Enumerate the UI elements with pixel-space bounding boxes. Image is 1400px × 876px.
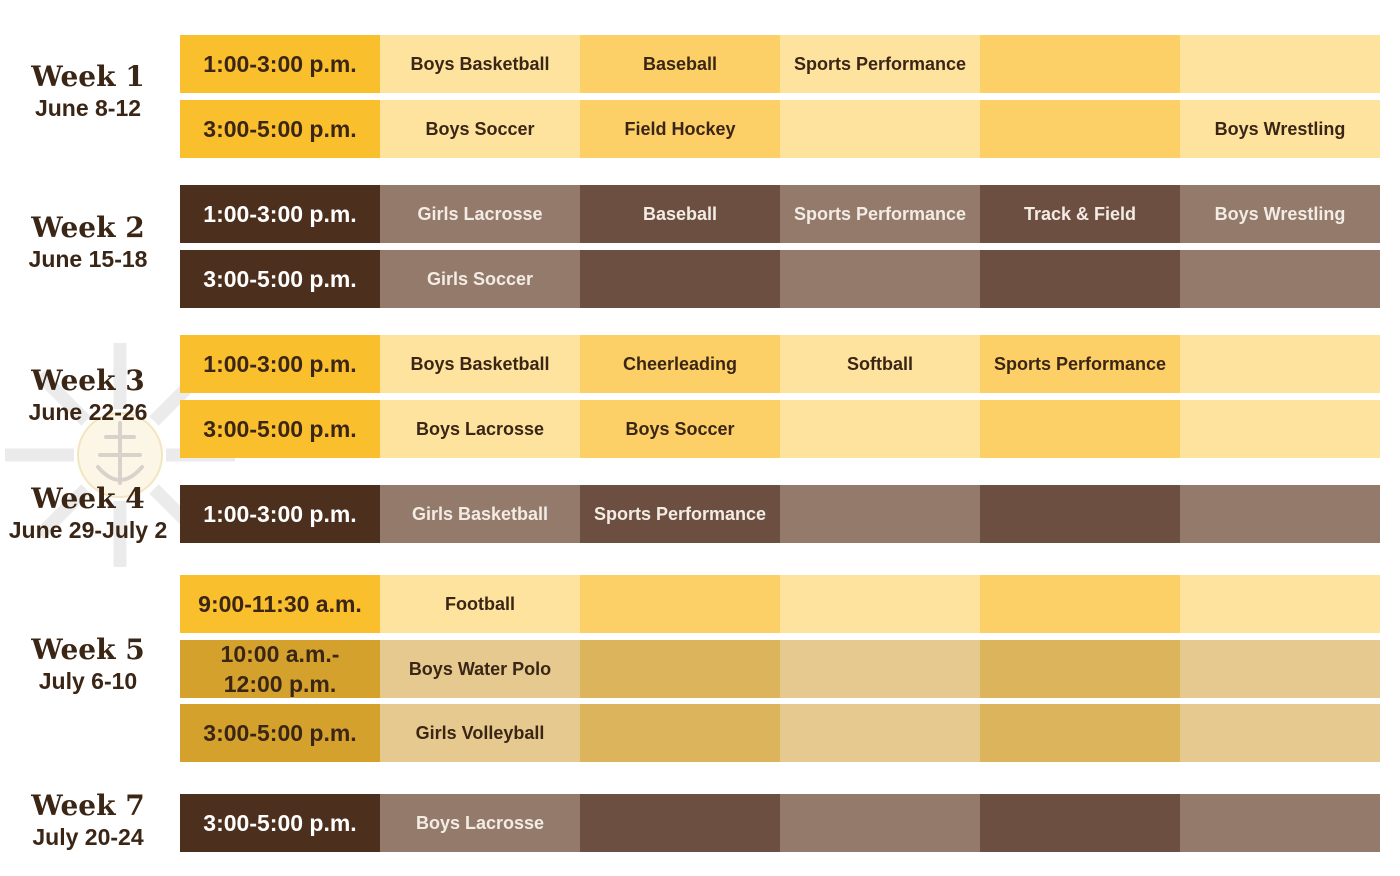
week-dates: June 22-26 [28, 399, 148, 425]
sport-cell-baseball: Baseball [580, 35, 780, 93]
sport-cell-cheerleading: Cheerleading [580, 335, 780, 393]
time-slot-cell: 3:00-5:00 p.m. [180, 794, 380, 852]
empty-cell [980, 400, 1180, 458]
schedule-row: 1:00-3:00 p.m. Girls Lacrosse Baseball Spor… [180, 185, 1380, 243]
empty-cell [580, 575, 780, 633]
week-label-5: Week 5 July 6-10 [0, 634, 176, 696]
empty-cell [980, 640, 1180, 698]
time-slot-cell: 3:00-5:00 p.m. [180, 400, 380, 458]
sport-cell-softball: Softball [780, 335, 980, 393]
empty-cell [1180, 35, 1380, 93]
empty-cell [1180, 485, 1380, 543]
empty-cell [980, 250, 1180, 308]
empty-cell [780, 794, 980, 852]
empty-cell [1180, 575, 1380, 633]
schedule-row: 3:00-5:00 p.m. Girls Soccer [180, 250, 1380, 308]
sport-cell-track-and-field: Track & Field [980, 185, 1180, 243]
week-name: Week 3 [31, 364, 145, 397]
empty-cell [1180, 250, 1380, 308]
schedule-row: 3:00-5:00 p.m. Boys Lacrosse [180, 794, 1380, 852]
schedule-row: 1:00-3:00 p.m. Boys Basketball Baseball Spo… [180, 35, 1380, 93]
week-label-3: Week 3 June 22-26 [0, 365, 176, 427]
sport-cell-sports-performance: Sports Performance [780, 35, 980, 93]
empty-cell [580, 640, 780, 698]
empty-cell [980, 35, 1180, 93]
time-slot-cell: 1:00-3:00 p.m. [180, 335, 380, 393]
week-name: Week 2 [31, 211, 145, 244]
sport-cell-boys-basketball: Boys Basketball [380, 335, 580, 393]
week-dates: June 8-12 [34, 95, 142, 121]
empty-cell [780, 485, 980, 543]
time-slot-cell: 3:00-5:00 p.m. [180, 704, 380, 762]
schedule-row: 9:00-11:30 a.m. Football [180, 575, 1380, 633]
empty-cell [980, 485, 1180, 543]
empty-cell [780, 575, 980, 633]
empty-cell [980, 704, 1180, 762]
week-label-4: Week 4 June 29-July 2 [0, 483, 176, 545]
sport-cell-baseball: Baseball [580, 185, 780, 243]
schedule-row: 3:00-5:00 p.m. Boys Soccer Field Hockey Boy… [180, 100, 1380, 158]
time-slot-cell: 3:00-5:00 p.m. [180, 250, 380, 308]
sport-cell-boys-soccer: Boys Soccer [380, 100, 580, 158]
week-name: Week 5 [31, 633, 145, 666]
time-slot-cell: 1:00-3:00 p.m. [180, 485, 380, 543]
sport-cell-girls-lacrosse: Girls Lacrosse [380, 185, 580, 243]
time-slot-cell: 10:00 a.m.- 12:00 p.m. [180, 640, 380, 698]
sport-cell-girls-soccer: Girls Soccer [380, 250, 580, 308]
schedule-row: 1:00-3:00 p.m. Boys Basketball Cheerleadin… [180, 335, 1380, 393]
empty-cell [980, 794, 1180, 852]
sport-cell-field-hockey: Field Hockey [580, 100, 780, 158]
sport-cell-sports-performance: Sports Performance [580, 485, 780, 543]
empty-cell [780, 704, 980, 762]
week-label-2: Week 2 June 15-18 [0, 212, 176, 274]
sport-cell-boys-lacrosse: Boys Lacrosse [380, 400, 580, 458]
sport-cell-girls-basketball: Girls Basketball [380, 485, 580, 543]
time-slot-cell: 1:00-3:00 p.m. [180, 35, 380, 93]
sport-cell-sports-performance: Sports Performance [980, 335, 1180, 393]
week-label-6: Week 7 July 20-24 [0, 790, 176, 852]
sport-cell-sports-performance: Sports Performance [780, 185, 980, 243]
week-dates: July 20-24 [32, 824, 144, 850]
empty-cell [780, 100, 980, 158]
week-name: Week 7 [31, 789, 145, 822]
sport-cell-boys-water-polo: Boys Water Polo [380, 640, 580, 698]
empty-cell [780, 250, 980, 308]
sport-cell-boys-wrestling: Boys Wrestling [1180, 100, 1380, 158]
empty-cell [980, 575, 1180, 633]
sport-cell-boys-soccer: Boys Soccer [580, 400, 780, 458]
empty-cell [1180, 335, 1380, 393]
sport-cell-girls-volleyball: Girls Volleyball [380, 704, 580, 762]
time-slot-cell: 3:00-5:00 p.m. [180, 100, 380, 158]
empty-cell [580, 704, 780, 762]
week-dates: July 6-10 [38, 668, 138, 694]
sport-cell-football: Football [380, 575, 580, 633]
empty-cell [780, 400, 980, 458]
empty-cell [1180, 640, 1380, 698]
time-slot-cell: 1:00-3:00 p.m. [180, 185, 380, 243]
schedule-row: 1:00-3:00 p.m. Girls Basketball Sports Per… [180, 485, 1380, 543]
sport-cell-boys-basketball: Boys Basketball [380, 35, 580, 93]
sport-cell-boys-lacrosse: Boys Lacrosse [380, 794, 580, 852]
schedule-row: 3:00-5:00 p.m. Girls Volleyball [180, 704, 1380, 762]
week-label-1: Week 1 June 8-12 [0, 61, 176, 123]
empty-cell [1180, 400, 1380, 458]
schedule-row: 3:00-5:00 p.m. Boys Lacrosse Boys Soccer [180, 400, 1380, 458]
empty-cell [1180, 704, 1380, 762]
sport-cell-boys-wrestling: Boys Wrestling [1180, 185, 1380, 243]
empty-cell [980, 100, 1180, 158]
week-name: Week 1 [31, 60, 145, 93]
time-slot-cell: 9:00-11:30 a.m. [180, 575, 380, 633]
empty-cell [1180, 794, 1380, 852]
week-name: Week 4 [31, 482, 145, 515]
week-dates: June 15-18 [28, 246, 148, 272]
empty-cell [580, 250, 780, 308]
empty-cell [780, 640, 980, 698]
schedule-row: 10:00 a.m.- 12:00 p.m. Boys Water Polo [180, 640, 1380, 698]
week-dates: June 29-July 2 [8, 517, 168, 543]
empty-cell [580, 794, 780, 852]
